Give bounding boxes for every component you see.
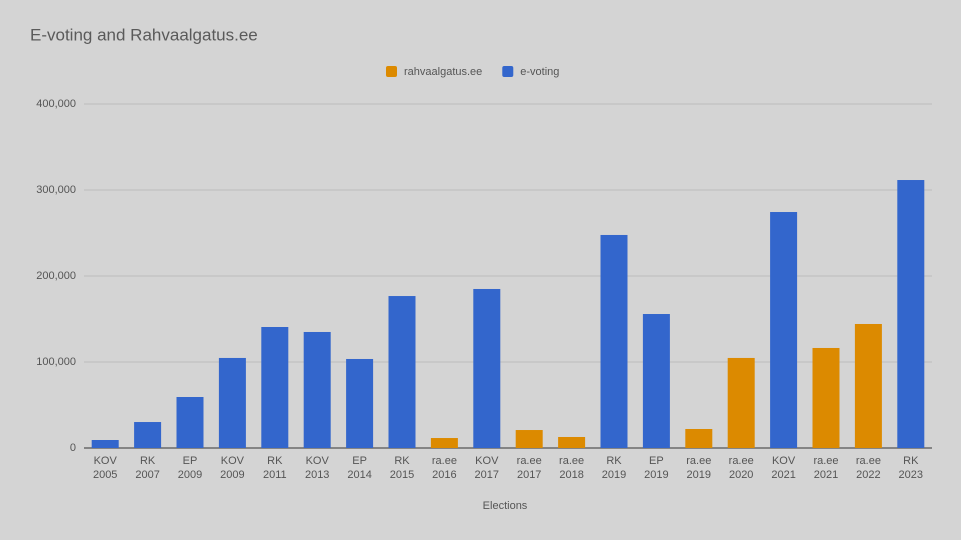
x-tick-label: KOV 2009 [220,455,245,481]
bar [218,357,246,448]
bar [134,422,162,448]
x-axis-title: Elections [483,500,528,512]
bar [600,234,628,448]
legend-label: rahvaalgatus.ee [404,66,482,78]
x-tick-label: EP 2009 [178,455,202,481]
bar [176,397,204,448]
legend-label: e-voting [520,66,559,78]
legend-swatch [502,66,514,77]
x-tick-label: ra.ee 2019 [686,455,711,481]
bar [897,180,925,449]
bar [388,296,416,448]
bar [854,323,882,448]
x-tick-label: ra.ee 2016 [432,455,457,481]
x-tick-label: ra.ee 2021 [813,455,838,481]
x-tick-label: ra.ee 2020 [729,455,754,481]
bar [812,347,840,448]
bar [430,438,458,448]
x-tick-label: EP 2014 [347,455,371,481]
legend-swatch [386,66,397,77]
x-tick-label: KOV 2021 [771,455,796,481]
bar [770,212,798,448]
y-tick-label: 200,000 [36,270,76,282]
chart-title: E-voting and Rahvaalgatus.ee [30,25,258,44]
x-tick-label: RK 2015 [390,455,414,481]
x-tick-label: ra.ee 2018 [559,455,584,481]
x-tick-label: ra.ee 2017 [517,455,542,481]
x-tick-label: RK 2019 [602,455,626,481]
bar [685,428,713,448]
bar [558,436,586,448]
x-tick-label: KOV 2017 [475,455,500,481]
x-tick-label: RK 2007 [135,455,159,481]
x-tick-label: ra.ee 2022 [856,455,881,481]
bar [346,358,374,448]
bar [303,331,331,448]
x-tick-label: KOV 2005 [93,455,118,481]
bar [91,440,119,448]
bar [261,326,289,448]
x-tick-label: KOV 2013 [305,455,330,481]
bar [642,314,670,448]
x-tick-label: EP 2019 [644,455,668,481]
y-tick-label: 300,000 [36,184,76,196]
bar [515,430,543,448]
y-tick-label: 400,000 [36,98,76,110]
bar [473,288,501,448]
x-tick-label: RK 2023 [899,455,923,481]
bar [727,357,755,448]
x-tick-label: RK 2011 [263,455,287,481]
y-tick-label: 100,000 [36,356,76,368]
y-tick-label: 0 [70,442,76,454]
